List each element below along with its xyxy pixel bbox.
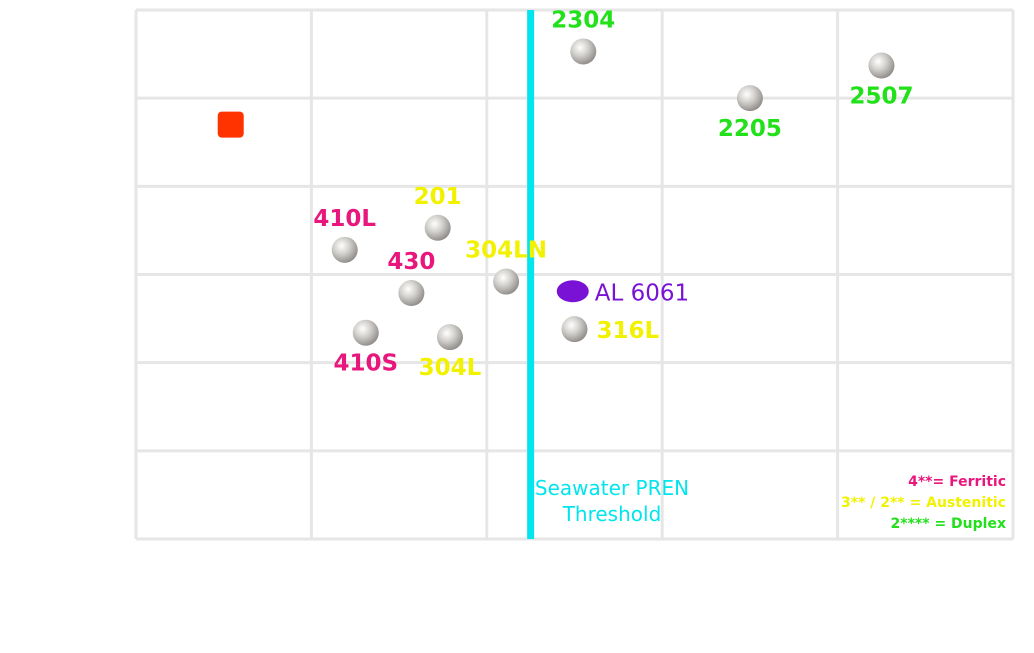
point-marker-sphere [436,324,463,351]
data-points: 2304 2205 2507 201 410L 430 304LN 410S 304L 316L A… [217,7,913,381]
legend-entry: 2**** = Duplex [891,516,1006,532]
point-marker-sphere [561,316,588,343]
point-label: 2205 [718,116,782,142]
point-label: 2304 [551,7,615,33]
point-marker-sphere [570,38,597,65]
point-marker-sphere [868,52,895,79]
chart-legend: 4**= Ferritic 3** / 2** = Austenitic 2****… [841,474,1006,532]
point-marker-sphere [398,280,425,307]
threshold-label: Seawater PREN [535,476,689,500]
threshold-label: Threshold [562,502,662,526]
point-marker-sphere [352,319,379,346]
point-label: 201 [414,184,462,210]
point-marker-sphere [424,214,451,241]
point-marker-ellipse [556,280,589,303]
legend-entry: 4**= Ferritic [908,474,1006,490]
point-label: 430 [387,249,435,275]
point-marker-sphere [736,85,763,112]
point-label: 410S [333,351,398,377]
point-label: 304L [419,355,482,381]
point-marker-sphere [493,268,520,295]
point-label: 304LN [465,238,547,264]
point-marker-sphere [331,236,358,263]
chart-grid [134,8,1015,541]
point-label: 2507 [849,84,913,110]
legend-entry: 3** / 2** = Austenitic [841,495,1006,511]
point-label: 410L [313,206,376,232]
point-label: AL 6061 [595,280,689,306]
red-square-marker [217,111,244,138]
point-label: 316L [597,318,660,344]
